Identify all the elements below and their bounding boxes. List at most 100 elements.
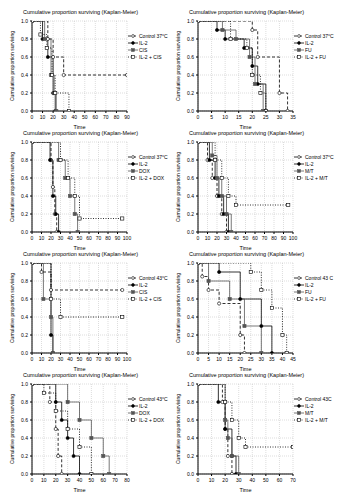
svg-text:60: 60 [86,356,92,362]
svg-text:Time: Time [73,245,85,250]
svg-text:80: 80 [105,356,111,362]
svg-text:Cumulative proportion survivin: Cumulative proportion surviving [9,152,15,222]
svg-text:40: 40 [71,114,77,120]
svg-text:30: 30 [224,235,230,241]
svg-text:10: 10 [40,114,46,120]
svg-text:90: 90 [281,235,287,241]
svg-text:0.8: 0.8 [187,36,194,42]
svg-text:0.2: 0.2 [187,332,194,338]
svg-text:0.2: 0.2 [21,211,28,217]
svg-text:10: 10 [216,356,222,362]
svg-text:50: 50 [89,477,95,483]
svg-text:50: 50 [77,356,83,362]
svg-text:10: 10 [205,235,211,241]
svg-text:60: 60 [277,477,283,483]
svg-text:90: 90 [124,114,130,120]
svg-text:25: 25 [248,356,254,362]
svg-text:10: 10 [39,356,45,362]
svg-text:0.4: 0.4 [187,72,194,78]
svg-text:0.0: 0.0 [21,350,28,356]
svg-text:15: 15 [227,356,233,362]
svg-text:30: 30 [58,356,64,362]
svg-text:30: 30 [236,477,242,483]
svg-text:100: 100 [123,235,132,241]
svg-text:Cumulative proportion survivin: Cumulative proportion surviving [175,152,181,222]
svg-text:0.8: 0.8 [21,399,28,405]
svg-text:30: 30 [61,114,67,120]
svg-text:80: 80 [271,235,277,241]
svg-text:0.4: 0.4 [187,314,194,320]
svg-text:10: 10 [209,477,215,483]
svg-text:0: 0 [197,235,200,241]
svg-text:1.0: 1.0 [187,381,194,387]
svg-text:0.6: 0.6 [21,175,28,181]
svg-text:60: 60 [93,114,99,120]
svg-text:80: 80 [124,477,130,483]
svg-text:50: 50 [243,235,249,241]
svg-text:Cumulative proportion survivin: Cumulative proportion surviving [175,31,181,101]
svg-text:0.4: 0.4 [187,435,194,441]
svg-text:20: 20 [48,356,54,362]
svg-text:80: 80 [114,114,120,120]
svg-text:0.6: 0.6 [21,296,28,302]
svg-text:30: 30 [58,235,64,241]
svg-text:0.6: 0.6 [21,54,28,60]
svg-text:1.0: 1.0 [21,18,28,24]
svg-text:0.2: 0.2 [187,453,194,459]
svg-text:0.2: 0.2 [21,90,28,96]
svg-text:1.0: 1.0 [187,260,194,266]
svg-text:0.8: 0.8 [21,278,28,284]
svg-text:30: 30 [65,477,71,483]
svg-text:1.0: 1.0 [21,260,28,266]
svg-text:1.0: 1.0 [187,139,194,145]
svg-text:0.0: 0.0 [187,350,194,356]
svg-text:0.0: 0.0 [187,471,194,477]
svg-text:Time: Time [73,366,85,371]
svg-text:Cumulative proportion survivin: Cumulative proportion surviving [9,394,15,464]
svg-text:70: 70 [112,477,118,483]
svg-text:0.6: 0.6 [21,417,28,423]
svg-text:0: 0 [197,356,200,362]
svg-text:Cumulative proportion survivin: Cumulative proportion surviving [175,394,181,464]
svg-text:50: 50 [77,235,83,241]
svg-text:70: 70 [96,235,102,241]
svg-text:0.8: 0.8 [187,399,194,405]
svg-text:40: 40 [77,477,83,483]
svg-text:45: 45 [290,356,296,362]
svg-text:Time: Time [73,487,85,492]
svg-text:40: 40 [280,356,286,362]
svg-text:40: 40 [250,477,256,483]
svg-text:0.8: 0.8 [187,157,194,163]
svg-text:1.0: 1.0 [187,18,194,24]
svg-text:1.0: 1.0 [21,381,28,387]
svg-text:0.4: 0.4 [21,435,28,441]
svg-text:0.6: 0.6 [187,54,194,60]
svg-text:40: 40 [233,235,239,241]
svg-text:0.0: 0.0 [187,229,194,235]
svg-text:0.4: 0.4 [187,193,194,199]
svg-text:Time: Time [239,245,251,250]
svg-text:0: 0 [31,356,34,362]
svg-text:70: 70 [96,356,102,362]
svg-text:5: 5 [210,114,213,120]
svg-text:0.2: 0.2 [21,332,28,338]
svg-text:Time: Time [239,366,251,371]
svg-text:0.4: 0.4 [21,72,28,78]
svg-text:20: 20 [48,235,54,241]
svg-text:0.2: 0.2 [187,90,194,96]
svg-text:0: 0 [197,114,200,120]
svg-text:10: 10 [222,114,228,120]
svg-text:0: 0 [31,114,34,120]
svg-text:25: 25 [263,114,269,120]
svg-text:20: 20 [237,356,243,362]
svg-text:0.8: 0.8 [21,157,28,163]
svg-text:70: 70 [103,114,109,120]
svg-text:0.4: 0.4 [21,193,28,199]
svg-text:0.4: 0.4 [21,314,28,320]
svg-text:0: 0 [31,235,34,241]
svg-text:80: 80 [105,235,111,241]
svg-text:20: 20 [53,477,59,483]
svg-text:10: 10 [39,235,45,241]
svg-text:0.2: 0.2 [187,211,194,217]
svg-text:10: 10 [41,477,47,483]
